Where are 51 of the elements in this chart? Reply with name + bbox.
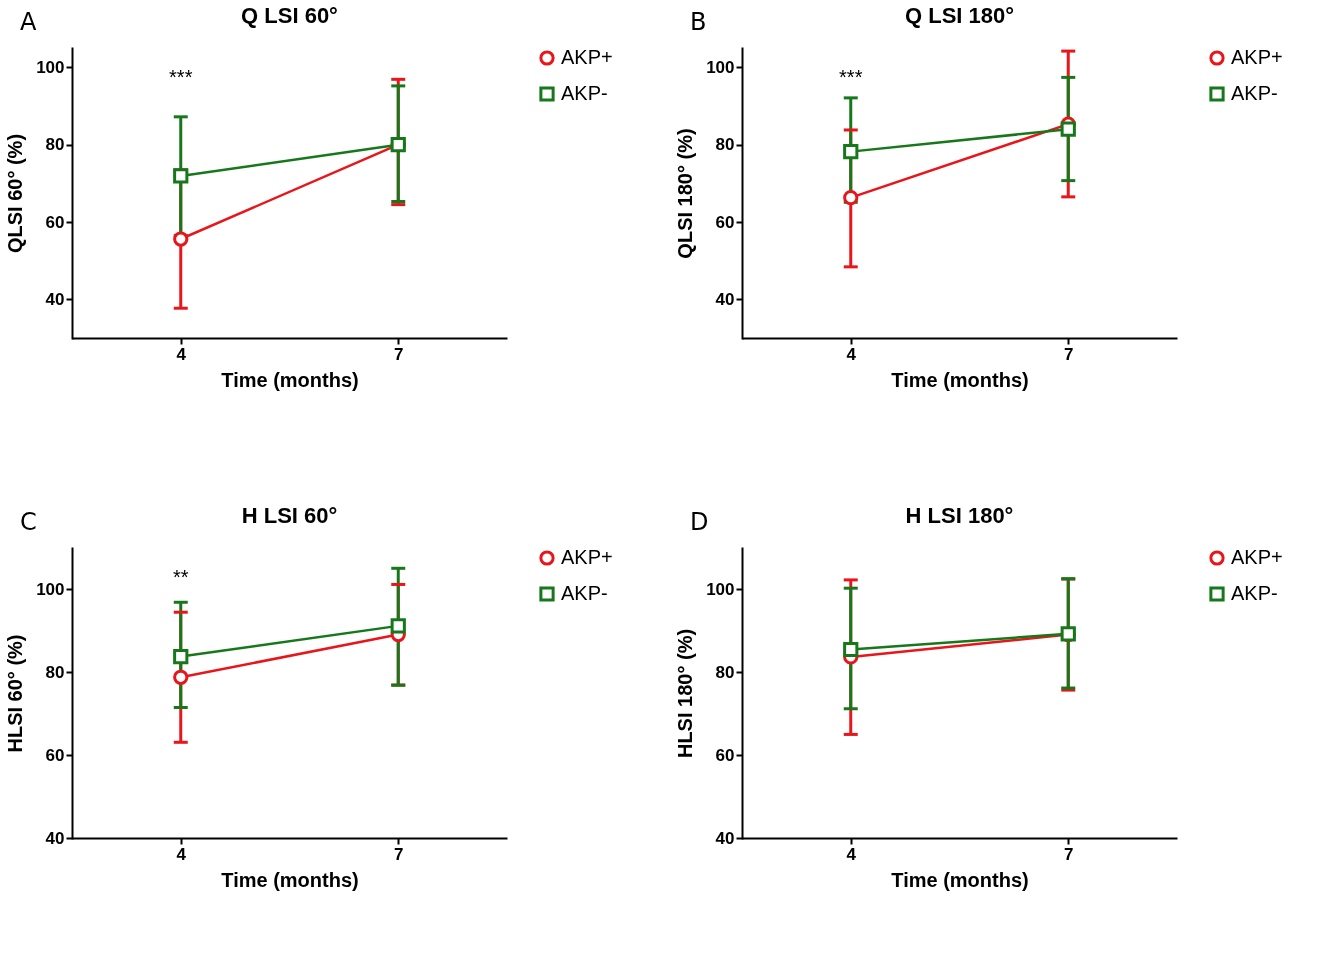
- x-axis-title: Time (months): [891, 868, 1029, 891]
- legend-label: AKP+: [1231, 546, 1283, 568]
- chart-title: Q LSI 180°: [904, 3, 1015, 28]
- y-tick-label: 80: [45, 135, 65, 155]
- legend-label: AKP+: [561, 546, 613, 568]
- text: C: [20, 508, 37, 536]
- y-tick-label: 80: [715, 662, 735, 682]
- annotation: **: [172, 566, 189, 588]
- legend-label: AKP-: [1231, 582, 1278, 604]
- y-tick-label: 100: [36, 57, 65, 77]
- x-tick-label: 7: [394, 844, 404, 864]
- y-tick-label: 100: [36, 579, 65, 599]
- x-axis-title: Time (months): [221, 368, 359, 391]
- y-tick-label: 100: [706, 57, 735, 77]
- x-tick-label: 4: [176, 844, 187, 864]
- legend-label: AKP-: [1231, 82, 1278, 104]
- y-tick-label: 80: [715, 135, 735, 155]
- annotation: ***: [839, 66, 863, 88]
- x-tick-label: 7: [394, 344, 404, 364]
- chart-title: H LSI 180°: [905, 503, 1014, 528]
- x-axis-title: Time (months): [891, 368, 1029, 391]
- x-tick-label: 4: [176, 344, 187, 364]
- y-tick-label: 60: [45, 745, 65, 765]
- x-tick-label: 7: [1064, 844, 1074, 864]
- y-tick-label: 60: [715, 745, 735, 765]
- y-axis-title: QLSI 60° (%): [4, 133, 27, 254]
- y-tick-label: 80: [45, 662, 65, 682]
- legend-label: AKP-: [561, 582, 608, 604]
- x-tick-label: 4: [846, 844, 857, 864]
- y-axis-title: QLSI 180° (%): [674, 128, 697, 259]
- y-tick-label: 100: [706, 579, 735, 599]
- chart-title: Q LSI 60°: [241, 3, 338, 28]
- y-tick-label: 40: [45, 289, 65, 309]
- text: B: [690, 8, 707, 36]
- legend-label: AKP-: [561, 82, 608, 104]
- legend-label: AKP+: [561, 46, 613, 68]
- chart-title: H LSI 60°: [241, 503, 338, 528]
- y-tick-label: 40: [715, 828, 735, 848]
- annotation: ***: [169, 66, 193, 88]
- y-tick-label: 60: [45, 212, 65, 232]
- y-axis-title: HLSI 180° (%): [674, 628, 697, 759]
- x-axis-title: Time (months): [221, 868, 359, 891]
- y-tick-label: 60: [715, 212, 735, 232]
- y-tick-label: 40: [45, 828, 65, 848]
- text: A: [20, 8, 37, 36]
- y-axis-title: HLSI 60° (%): [4, 634, 27, 753]
- x-tick-label: 4: [846, 344, 857, 364]
- y-tick-label: 40: [715, 289, 735, 309]
- legend-label: AKP+: [1231, 46, 1283, 68]
- text: D: [690, 508, 709, 536]
- x-tick-label: 7: [1064, 344, 1074, 364]
